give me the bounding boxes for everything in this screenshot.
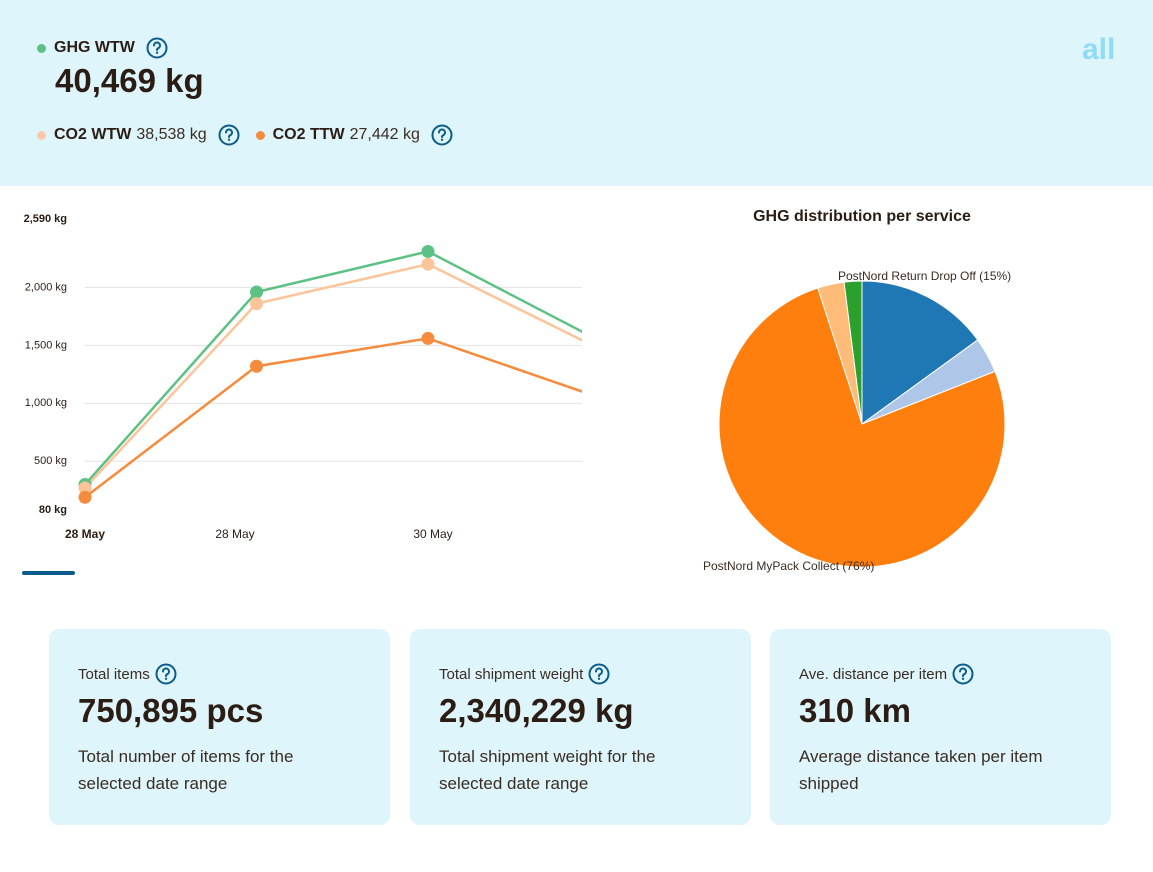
metric-value: 38,538 kg xyxy=(136,126,207,143)
y-tick-label: 1,500 kg xyxy=(25,339,67,351)
data-point xyxy=(421,244,435,258)
legend-dot xyxy=(37,130,46,140)
slice-label: PostNord MyPack Collect (76%) xyxy=(703,559,874,573)
kpi-card: Total items 750,895 pcs Total number of it… xyxy=(49,629,390,825)
legend-dot xyxy=(255,130,265,140)
help-icon[interactable] xyxy=(431,124,453,146)
metric-value: 40,469 kg xyxy=(55,62,204,99)
slice-label: PostNord Return Drop Off (15%) xyxy=(838,269,1011,283)
card-value: 750,895 pcs xyxy=(78,692,264,729)
metric-value: 27,442 kg xyxy=(349,126,420,143)
metric-label: CO2 TTW xyxy=(272,126,345,143)
card-title-row: Total items xyxy=(78,663,177,685)
data-point xyxy=(250,285,263,299)
main-metric: GHG WTW xyxy=(37,37,168,59)
pie-slice xyxy=(861,280,979,425)
card-title: Total shipment weight xyxy=(439,665,584,683)
x-tick-label: 30 May xyxy=(413,527,452,541)
card-title: Total items xyxy=(78,665,150,683)
help-icon[interactable] xyxy=(588,663,610,685)
pie-slice xyxy=(718,287,1006,568)
y-tick-label: 2,590 kg xyxy=(24,213,67,225)
data-point xyxy=(250,297,263,311)
card-value: 310 km xyxy=(799,692,911,729)
data-point xyxy=(593,342,606,355)
card-title-row: Total shipment weight xyxy=(439,663,610,685)
card-description: Total number of items for the selected d… xyxy=(78,747,294,793)
x-tick-label: 28 May xyxy=(65,527,105,541)
data-point xyxy=(78,490,92,504)
help-icon[interactable] xyxy=(218,124,240,146)
pie-chart: GHG distribution per service PostNord Ret… xyxy=(703,208,1011,573)
sub-metric: CO2 TTW 27,442 kg xyxy=(255,124,453,146)
series-line xyxy=(84,337,582,499)
data-point xyxy=(78,481,92,495)
kpi-card: Total shipment weight 2,340,229 kg Total s… xyxy=(410,629,751,825)
pie-slice xyxy=(843,280,863,425)
card-description: Average distance taken per item shipped xyxy=(799,747,1043,793)
chart-title: GHG distribution per service xyxy=(753,208,971,225)
series-line xyxy=(84,250,582,486)
metric-label: GHG WTW xyxy=(54,39,135,56)
tab-indicator xyxy=(22,571,75,575)
data-point xyxy=(421,331,435,345)
series-line xyxy=(84,262,582,489)
kpi-card: Ave. distance per item 310 km Average dist… xyxy=(770,629,1111,825)
sub-metrics: CO2 WTW 38,538 kg CO2 TTW 27,442 kg xyxy=(37,124,469,146)
y-tick-label: 80 kg xyxy=(39,504,67,516)
data-point xyxy=(421,257,435,271)
line-chart: 80 kg 500 kg 1,000 kg 1,500 kg 2,000 kg 2,590… xyxy=(24,213,606,541)
card-title: Ave. distance per item xyxy=(799,665,948,683)
card-description: Total shipment weight for the selected d… xyxy=(439,747,656,793)
card-value: 2,340,229 kg xyxy=(439,692,634,729)
help-icon[interactable] xyxy=(146,37,168,59)
x-tick-label: 28 May xyxy=(215,527,254,541)
y-tick-label: 2,000 kg xyxy=(25,281,67,293)
sub-metric: CO2 WTW 38,538 kg xyxy=(37,124,240,146)
y-tick-label: 1,000 kg xyxy=(25,397,67,409)
card-title-row: Ave. distance per item xyxy=(799,663,974,685)
plot xyxy=(78,244,606,504)
header: GHG WTW 40,469 kg CO2 WTW 38,538 kg CO2 TT… xyxy=(0,0,1153,186)
data-point xyxy=(593,334,606,347)
data-point xyxy=(250,359,263,373)
y-tick-label: 500 kg xyxy=(34,455,67,467)
data-point xyxy=(593,391,606,404)
metric-label: CO2 WTW xyxy=(54,126,132,143)
logo: all xyxy=(1082,33,1116,66)
legend-dot xyxy=(37,43,46,53)
help-icon[interactable] xyxy=(952,663,974,685)
help-icon[interactable] xyxy=(155,663,177,685)
